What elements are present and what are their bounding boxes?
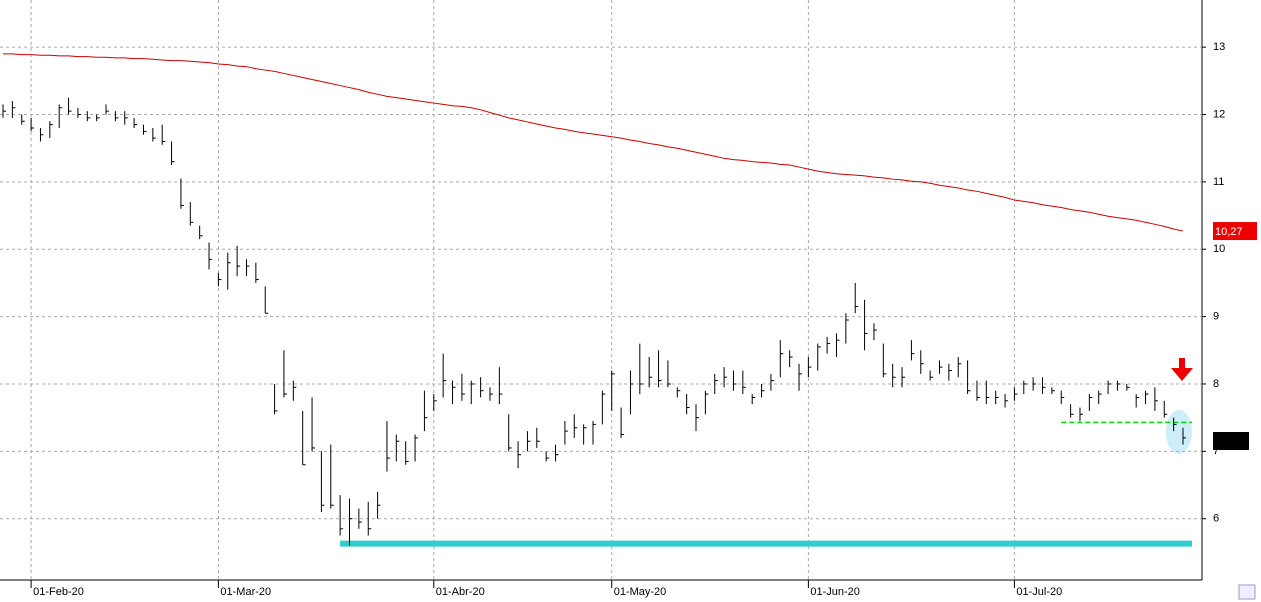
y-tick-label: 6 xyxy=(1213,513,1219,525)
x-tick-label: 01-May-20 xyxy=(614,586,667,598)
price-box xyxy=(1213,432,1249,450)
y-tick-label: 8 xyxy=(1213,378,1219,390)
y-tick-label: 12 xyxy=(1213,108,1225,120)
moving-average xyxy=(3,53,1184,232)
y-tick-label: 11 xyxy=(1213,176,1224,188)
y-tick-label: 7 xyxy=(1213,445,1219,457)
x-tick-label: 01-Feb-20 xyxy=(33,586,84,598)
y-tick-label: 10 xyxy=(1213,243,1225,255)
x-tick-label: 01-Mar-20 xyxy=(220,586,271,598)
icon xyxy=(1238,584,1256,600)
arrow xyxy=(1171,358,1193,381)
ma-price-label: 10,27 xyxy=(1215,226,1243,238)
highlight xyxy=(1166,410,1192,454)
y-tick-label: 9 xyxy=(1213,311,1219,323)
x-tick-label: 01-Jun-20 xyxy=(810,586,860,598)
x-tick-label: 01-Jul-20 xyxy=(1016,586,1062,598)
ma-price-box xyxy=(1213,222,1257,241)
y-tick-label: 13 xyxy=(1213,41,1225,53)
x-tick-label: 01-Abr-20 xyxy=(436,586,485,598)
